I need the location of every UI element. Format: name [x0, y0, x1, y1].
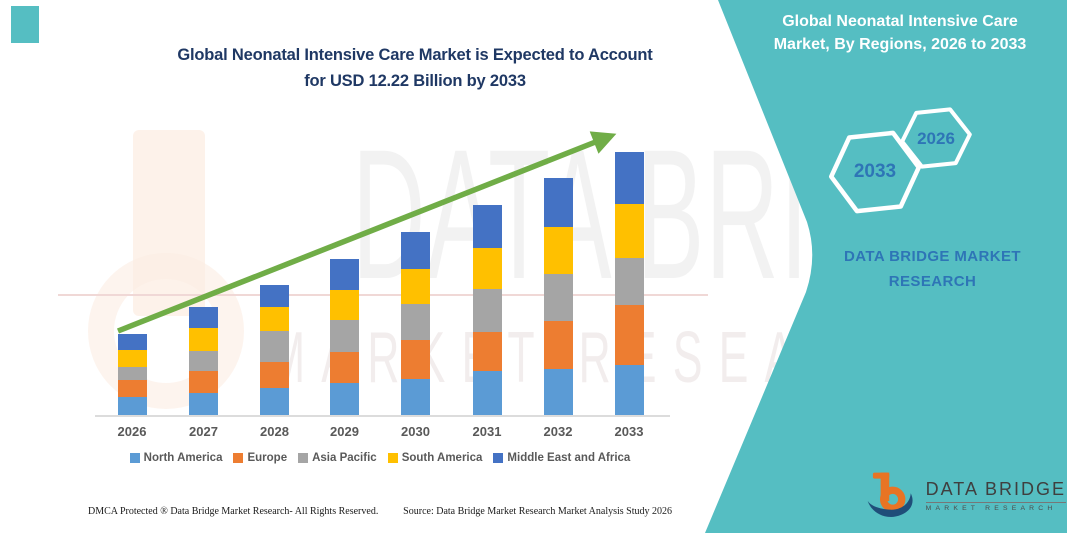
legend-item: Asia Pacific — [298, 452, 377, 464]
bar-segment — [260, 307, 289, 331]
panel-header: Global Neonatal Intensive Care Market, B… — [740, 10, 1060, 56]
chart-title: Global Neonatal Intensive Care Market is… — [110, 42, 720, 94]
logo-divider — [925, 501, 1066, 503]
bar-segment — [330, 320, 359, 352]
bar-segment — [614, 365, 644, 415]
chart-title-line1: Global Neonatal Intensive Care Market is… — [177, 46, 653, 64]
bar-segment — [401, 379, 430, 415]
bar-segment — [189, 328, 218, 351]
bar-segment — [401, 269, 430, 304]
legend-swatch — [387, 453, 398, 463]
hexagon-2026-outline — [900, 107, 972, 169]
bar-segment — [189, 371, 218, 393]
chart-title-line2: for USD 12.22 Billion by 2033 — [304, 72, 526, 90]
footer-source: Source: Data Bridge Market Research Mark… — [403, 506, 672, 517]
legend-item: South America — [387, 452, 483, 464]
bar-segment — [117, 397, 147, 415]
bar-segment — [472, 205, 502, 248]
bar-segment — [260, 331, 289, 362]
bar-segment — [260, 388, 289, 415]
bar-segment — [614, 204, 644, 258]
brand-caption: DATA BRIDGE MARKET RESEARCH — [810, 244, 1055, 294]
legend-swatch — [129, 453, 140, 463]
hexagon-year-2026: 2026 — [917, 129, 955, 148]
bar-segment — [330, 383, 359, 415]
bar-segment — [117, 367, 147, 380]
x-axis-label: 2033 — [614, 424, 644, 439]
bar-segment — [472, 289, 502, 332]
legend-label: South America — [401, 452, 483, 464]
brand-caption-line1: DATA BRIDGE MARKET — [844, 248, 1021, 265]
bar-segment — [543, 321, 573, 369]
x-axis-label: 2031 — [472, 424, 502, 439]
legend: North America Europe Asia Pacific South Ame… — [80, 452, 680, 464]
x-axis-label: 2029 — [330, 424, 359, 439]
bar-segment — [472, 248, 502, 289]
x-axis-label: 2027 — [189, 424, 218, 439]
databridge-logo: DATA BRIDGE MARKET RESEARCH — [866, 464, 1066, 526]
legend-swatch — [298, 453, 309, 463]
legend-label: Europe — [247, 452, 288, 464]
logo-name: DATA BRIDGE — [925, 478, 1066, 499]
bar-segment — [472, 332, 502, 371]
bar-segment — [401, 304, 430, 340]
hexagon-2033-outline — [828, 130, 922, 214]
year-hexagons — [828, 107, 972, 214]
logo-text-block: DATA BRIDGE MARKET RESEARCH — [925, 478, 1066, 512]
bar-segment — [260, 285, 289, 307]
bar-segment — [330, 352, 359, 383]
bar-segment — [401, 340, 430, 379]
bar-segment — [543, 178, 573, 227]
legend-label: North America — [143, 452, 223, 464]
bar-segment — [543, 274, 573, 321]
bar-segment — [117, 350, 147, 367]
x-axis-label: 2032 — [543, 424, 573, 439]
corner-accent-square — [11, 6, 39, 43]
x-axis-label: 2030 — [401, 424, 430, 439]
legend-item: Europe — [233, 452, 287, 464]
bar-segment — [401, 232, 430, 269]
bar-segment — [189, 307, 218, 328]
bar-segment — [260, 362, 289, 388]
bar-segment — [472, 371, 502, 415]
bar-segment — [330, 259, 359, 290]
legend-swatch — [493, 453, 504, 463]
legend-label: Asia Pacific — [312, 452, 377, 464]
hexagon-year-2033: 2033 — [853, 161, 897, 182]
x-axis-line — [95, 415, 670, 417]
bar-segment — [330, 290, 359, 320]
legend-item: North America — [129, 452, 223, 464]
legend-swatch — [233, 453, 244, 463]
bar-segment — [189, 351, 218, 371]
panel-header-line1: Global Neonatal Intensive Care — [782, 13, 1018, 30]
legend-item: Middle East and Africa — [493, 452, 630, 464]
bar-segment — [543, 227, 573, 274]
databridge-logo-icon — [867, 472, 913, 518]
footer: DMCA Protected ® Data Bridge Market Rese… — [88, 506, 672, 517]
bar-segment — [614, 258, 644, 305]
bar-segment — [189, 393, 218, 415]
footer-copyright: DMCA Protected ® Data Bridge Market Rese… — [88, 506, 379, 517]
brand-caption-line2: RESEARCH — [888, 273, 977, 290]
bar-segment — [614, 152, 644, 204]
logo-subtitle: MARKET RESEARCH — [925, 504, 1057, 512]
x-axis-label: 2028 — [260, 424, 289, 439]
x-axis-label: 2026 — [117, 424, 147, 439]
bar-segment — [614, 305, 644, 365]
bar-segment — [117, 380, 147, 397]
teal-side-panel — [705, 0, 1067, 533]
bar-segment — [117, 334, 147, 350]
bar-segment — [543, 369, 573, 415]
legend-label: Middle East and Africa — [507, 452, 631, 464]
panel-header-line2: Market, By Regions, 2026 to 2033 — [773, 36, 1027, 53]
